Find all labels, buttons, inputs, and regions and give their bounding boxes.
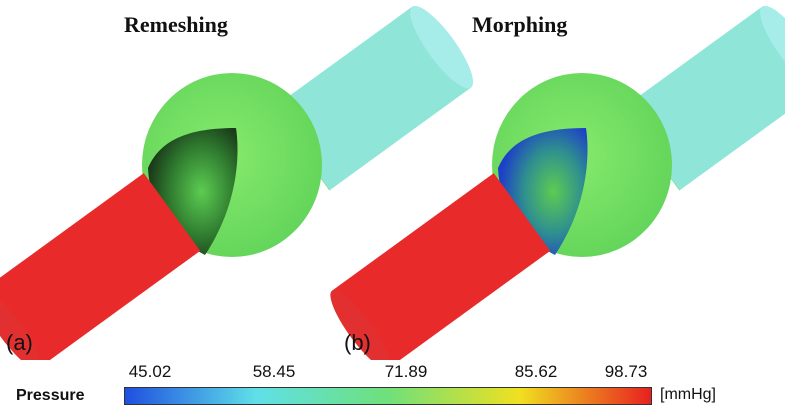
tick-label-1: 58.45 (252, 362, 296, 381)
vessel-morphing (330, 5, 785, 360)
vessel-remeshing (0, 5, 474, 360)
panel-b-letter: (b) (344, 330, 371, 355)
tick-label-0: 45.02 (128, 362, 172, 381)
unit-label: [mmHg] (660, 386, 716, 403)
tick-label-2: 71.89 (384, 362, 428, 381)
legend-label: Pressure (16, 387, 85, 404)
pressure-colorbar (124, 387, 652, 405)
tick-label-3: 85.62 (514, 362, 558, 381)
vessel-illustrations (0, 5, 785, 360)
tick-label-4: 98.73 (604, 362, 648, 381)
panel-a-letter: (a) (6, 330, 33, 355)
panel-b-title: Morphing (472, 12, 568, 37)
panel-a-title: Remeshing (124, 12, 228, 37)
